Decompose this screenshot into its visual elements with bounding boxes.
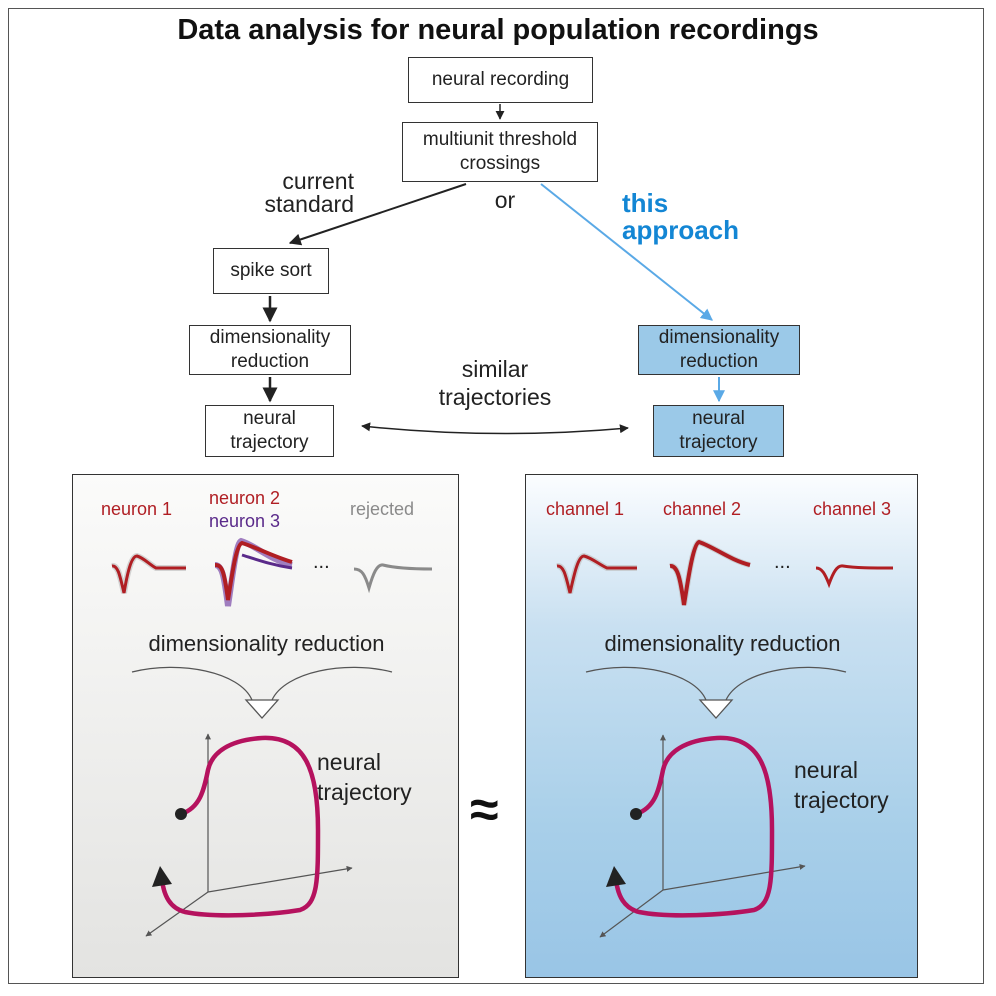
waveform-neuron-2-3 xyxy=(214,537,293,607)
channel-3-label: channel 3 xyxy=(813,499,892,519)
neuron-1-label: neuron 1 xyxy=(101,499,173,519)
dim-reduction-caption-left: dimensionality reduction xyxy=(148,631,385,656)
channel-1-label: channel 1 xyxy=(546,499,625,519)
this-approach-label: this approach xyxy=(622,188,740,245)
dim-reduction-box-left: dimensionality reduction xyxy=(189,325,351,375)
arrow-current-standard xyxy=(288,183,467,246)
trajectory-label-right: neural trajectory xyxy=(679,408,758,453)
neuron-2-label: neuron 2 xyxy=(209,488,281,508)
dim-reduction-label-left: dimensionality reduction xyxy=(209,327,331,372)
neural-trajectory-left xyxy=(159,735,321,918)
waveform-ellipsis-left: ... xyxy=(313,551,330,573)
trajectory-arrowhead-right xyxy=(606,866,626,887)
rejected-label: rejected xyxy=(350,499,415,519)
current-standard-label: current standard xyxy=(264,168,354,217)
threshold-crossings-label: multiunit threshold crossings xyxy=(422,129,578,174)
waveform-ellipsis-right: ... xyxy=(774,551,791,573)
similar-trajectories-label: similar trajectories xyxy=(438,356,552,410)
approximately-equal-symbol: ≈ xyxy=(470,781,499,839)
waveform-channel-1 xyxy=(556,552,637,594)
neuron-3-label: neuron 3 xyxy=(209,511,281,531)
trajectory-start-right xyxy=(630,808,642,820)
arrow-this-approach xyxy=(540,183,713,321)
dim-reduction-label-right: dimensionality reduction xyxy=(658,327,780,372)
arrow-similar-trajectories xyxy=(361,422,629,435)
funnel-arrow-left xyxy=(131,666,393,719)
channel-2-label: channel 2 xyxy=(663,499,742,519)
dim-reduction-caption-right: dimensionality reduction xyxy=(604,631,841,656)
axes-left xyxy=(145,733,353,937)
spike-sort-box: spike sort xyxy=(213,248,329,294)
axes-right xyxy=(599,734,806,938)
figure-title: Data analysis for neural population reco… xyxy=(177,14,819,46)
dim-reduction-box-right: dimensionality reduction xyxy=(638,325,800,375)
figure-frame xyxy=(8,8,984,984)
spike-sort-label: spike sort xyxy=(230,260,312,281)
funnel-arrow-right xyxy=(585,666,847,719)
waveform-neuron-1 xyxy=(111,552,186,594)
neural-recording-label: neural recording xyxy=(431,69,570,90)
trajectory-label-left: neural trajectory xyxy=(230,408,309,453)
threshold-crossings-box: multiunit threshold crossings xyxy=(402,122,598,182)
or-label: or xyxy=(494,187,516,213)
trajectory-box-left: neural trajectory xyxy=(205,405,334,457)
neural-recording-box: neural recording xyxy=(408,57,593,103)
trajectory-box-right: neural trajectory xyxy=(653,405,784,457)
waveform-rejected xyxy=(353,563,433,594)
waveform-channel-3 xyxy=(815,564,894,589)
waveform-channel-2 xyxy=(669,538,751,606)
trajectory-caption-right: neural trajectory xyxy=(794,757,889,813)
trajectory-arrowhead-left xyxy=(152,866,172,887)
neural-trajectory-right xyxy=(613,735,775,918)
trajectory-caption-left: neural trajectory xyxy=(317,749,412,805)
trajectory-start-left xyxy=(175,808,187,820)
